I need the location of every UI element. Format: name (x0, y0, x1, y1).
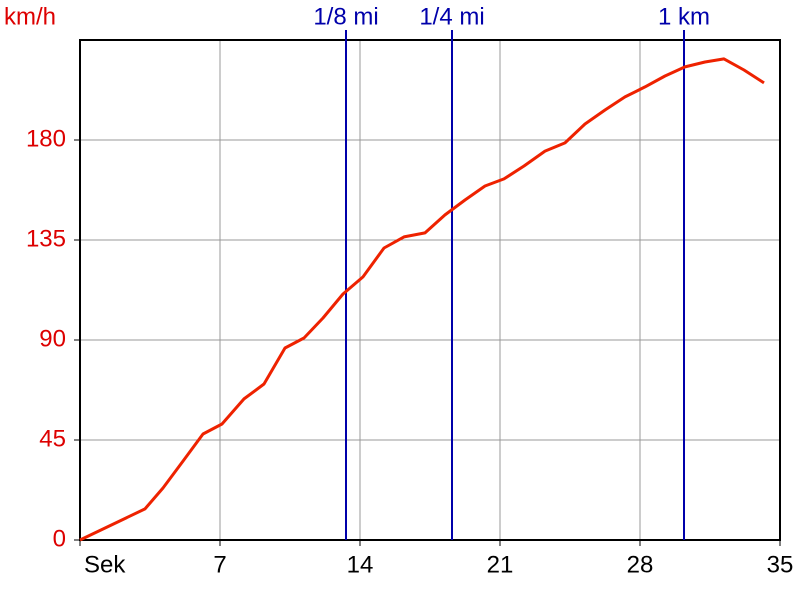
distance-marker-label: 1/8 mi (313, 3, 378, 30)
y-axis-label: km/h (4, 3, 56, 30)
y-tick-label: 180 (26, 125, 66, 152)
x-tick-label: 35 (767, 551, 794, 578)
y-tick-label: 0 (53, 525, 66, 552)
y-tick-label: 90 (39, 325, 66, 352)
plot-frame (79, 39, 781, 541)
x-tick-label: 7 (213, 551, 226, 578)
distance-marker-label: 1/4 mi (419, 3, 484, 30)
speed-line (79, 57, 765, 542)
x-tick-label: 14 (347, 551, 374, 578)
y-tick-label: 135 (26, 225, 66, 252)
x-tick-label: 21 (487, 551, 514, 578)
distance-marker-label: 1 km (658, 3, 710, 30)
x-tick-label: 28 (627, 551, 654, 578)
x-tick-label: Sek (84, 551, 126, 578)
y-tick-label: 45 (39, 425, 66, 452)
